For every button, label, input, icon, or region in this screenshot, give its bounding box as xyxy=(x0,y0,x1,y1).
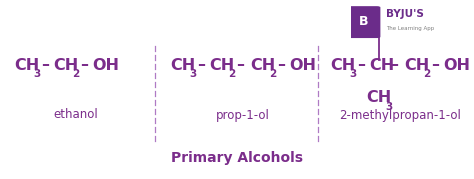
Text: CH: CH xyxy=(14,57,39,72)
Text: CH: CH xyxy=(369,57,394,72)
Text: 2: 2 xyxy=(269,69,276,79)
Text: 3: 3 xyxy=(189,69,196,79)
Text: –: – xyxy=(277,57,285,72)
Text: CH: CH xyxy=(209,57,234,72)
Text: BYJU'S: BYJU'S xyxy=(386,9,424,19)
Text: –: – xyxy=(357,57,365,72)
Text: OH: OH xyxy=(443,57,470,72)
Text: 2: 2 xyxy=(228,69,235,79)
Text: 2: 2 xyxy=(423,69,430,79)
Text: CH: CH xyxy=(170,57,195,72)
Text: 3: 3 xyxy=(385,102,392,112)
Text: CH: CH xyxy=(330,57,355,72)
Text: CH: CH xyxy=(53,57,78,72)
Text: –: – xyxy=(41,57,49,72)
Text: ethanol: ethanol xyxy=(54,108,99,122)
Text: prop-1-ol: prop-1-ol xyxy=(216,108,270,122)
Text: CH: CH xyxy=(250,57,275,72)
Text: CH: CH xyxy=(404,57,429,72)
Text: CH: CH xyxy=(366,91,391,105)
Text: OH: OH xyxy=(289,57,316,72)
Text: OH: OH xyxy=(92,57,119,72)
Text: 2: 2 xyxy=(72,69,79,79)
Text: 3: 3 xyxy=(349,69,356,79)
Text: B: B xyxy=(359,15,369,28)
Text: 3: 3 xyxy=(33,69,40,79)
Text: –: – xyxy=(431,57,439,72)
Text: –: – xyxy=(80,57,88,72)
Text: 2-methylpropan-1-ol: 2-methylpropan-1-ol xyxy=(339,108,461,122)
Text: –: – xyxy=(390,57,398,72)
Text: –: – xyxy=(197,57,205,72)
Text: The Learning App: The Learning App xyxy=(386,26,435,31)
Text: –: – xyxy=(236,57,244,72)
Text: Primary Alcohols: Primary Alcohols xyxy=(171,151,303,165)
FancyBboxPatch shape xyxy=(347,6,380,38)
